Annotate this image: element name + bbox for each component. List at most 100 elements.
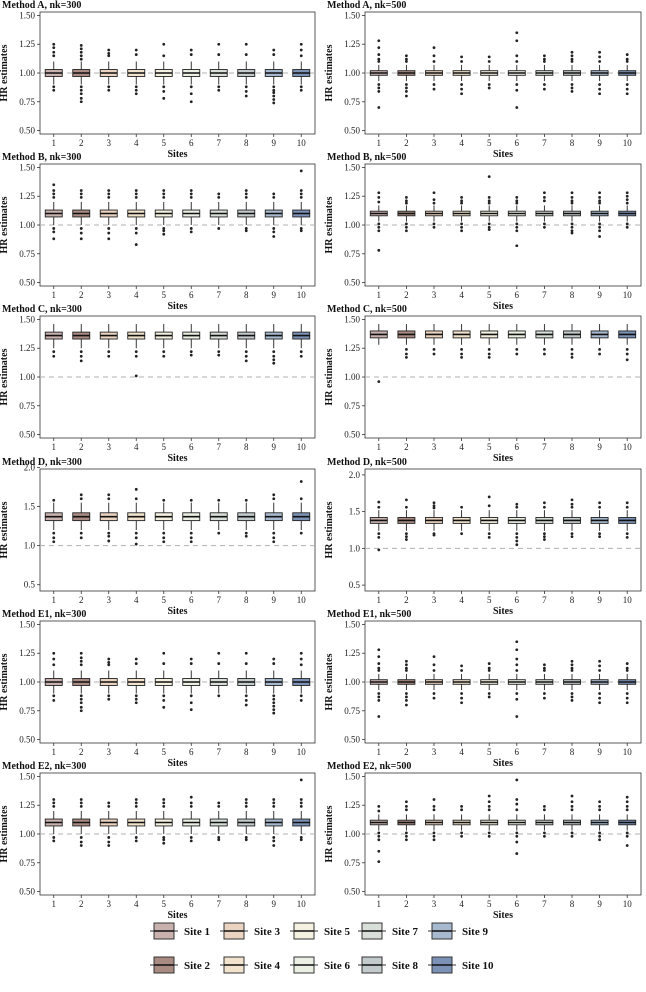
box-site-7 [535, 191, 554, 229]
outlier-point [189, 350, 193, 354]
outlier-point [134, 801, 138, 805]
box-site-8 [237, 651, 256, 707]
x-tick-label: 4 [134, 442, 139, 452]
outlier-point [79, 231, 83, 235]
outlier-point [189, 657, 193, 661]
outlier-point [570, 195, 574, 199]
outlier-point [625, 57, 629, 61]
outlier-point [377, 57, 381, 61]
outlier-point [432, 804, 436, 808]
x-tick-label: 7 [542, 595, 547, 605]
y-tick-label: 1.00 [19, 372, 35, 382]
box-site-3 [99, 48, 118, 92]
outlier-point [405, 666, 408, 670]
outlier-point [625, 352, 629, 356]
outlier-point [272, 704, 276, 708]
outlier-point [79, 659, 83, 663]
box-site-6 [182, 795, 201, 843]
outlier-point [543, 535, 546, 539]
outlier-point [460, 225, 463, 229]
outlier-point [377, 849, 381, 853]
y-tick-label: 1.50 [19, 619, 35, 629]
y-tick-label: 0.50 [344, 887, 360, 897]
x-tick-label: 6 [515, 138, 520, 148]
box-site-8 [563, 659, 581, 702]
outlier-point [107, 531, 111, 535]
box-site-2 [72, 493, 91, 540]
outlier-point [52, 183, 56, 187]
outlier-point [570, 498, 574, 502]
y-tick-label: 1.50 [19, 314, 35, 324]
x-tick-label: 3 [432, 442, 437, 452]
y-tick-label: 1.00 [344, 677, 360, 687]
legend-label: Site 4 [254, 960, 280, 972]
y-tick-label: 0.5 [349, 580, 361, 590]
y-tick-label: 1.00 [19, 677, 35, 687]
outlier-point [217, 804, 221, 808]
outlier-point [134, 227, 138, 230]
outlier-point [79, 189, 83, 192]
outlier-point [79, 840, 83, 844]
outlier-point [272, 230, 276, 234]
outlier-point [107, 354, 111, 358]
y-tick-label: 0.50 [19, 278, 35, 288]
outlier-point [598, 83, 601, 86]
x-tick-label: 7 [217, 290, 222, 300]
x-tick-label: 9 [597, 290, 602, 300]
outlier-point [570, 191, 574, 195]
outlier-point [598, 55, 601, 59]
outlier-point [134, 662, 138, 665]
y-axis-label: HR estimates [0, 44, 10, 101]
outlier-point [515, 798, 519, 801]
panel-title: Method A, nk=500 [327, 0, 406, 11]
outlier-point [79, 50, 83, 54]
outlier-point [107, 48, 111, 52]
legend-item: Site 4 [220, 956, 280, 974]
x-axis-label: Sites [168, 149, 188, 160]
box-site-8 [237, 498, 256, 538]
outlier-point [107, 497, 111, 501]
box-site-10 [292, 42, 311, 92]
outlier-point [377, 191, 381, 195]
outlier-point [272, 227, 276, 230]
outlier-point [377, 804, 381, 808]
outlier-point [570, 201, 574, 205]
y-tick-label: 0.50 [19, 735, 35, 745]
box-site-10 [292, 480, 311, 535]
x-tick-label: 7 [542, 138, 547, 148]
box-site-8 [563, 794, 581, 838]
outlier-point [405, 834, 408, 838]
outlier-point [79, 54, 83, 58]
outlier-point [570, 50, 574, 54]
outlier-point [134, 804, 138, 808]
box-site-2 [72, 798, 91, 847]
box-site-2 [72, 189, 91, 241]
panel-title: Method A, nk=300 [2, 0, 81, 11]
legend-item: Site 10 [428, 956, 494, 974]
outlier-point [52, 230, 56, 234]
outlier-point [272, 361, 276, 365]
outlier-point [405, 195, 408, 199]
x-tick-label: 7 [217, 595, 222, 605]
outlier-point [598, 199, 601, 203]
outlier-point [625, 358, 629, 362]
box-site-10 [618, 662, 637, 705]
x-tick-label: 1 [377, 442, 382, 452]
x-axis-label: Sites [168, 301, 188, 312]
outlier-point [432, 834, 436, 838]
outlier-point [515, 834, 519, 838]
outlier-point [189, 708, 193, 712]
outlier-point [625, 834, 629, 838]
outlier-point [598, 505, 601, 509]
outlier-point [405, 663, 408, 667]
y-tick-label: 1.50 [19, 162, 35, 172]
x-tick-label: 1 [52, 290, 57, 300]
x-tick-label: 1 [377, 138, 382, 148]
box-site-5 [154, 798, 173, 845]
x-tick-label: 9 [272, 138, 277, 148]
outlier-point [405, 659, 408, 663]
x-tick-label: 3 [107, 138, 112, 148]
outlier-point [189, 839, 193, 843]
outlier-point [52, 839, 56, 843]
outlier-point [405, 352, 408, 356]
